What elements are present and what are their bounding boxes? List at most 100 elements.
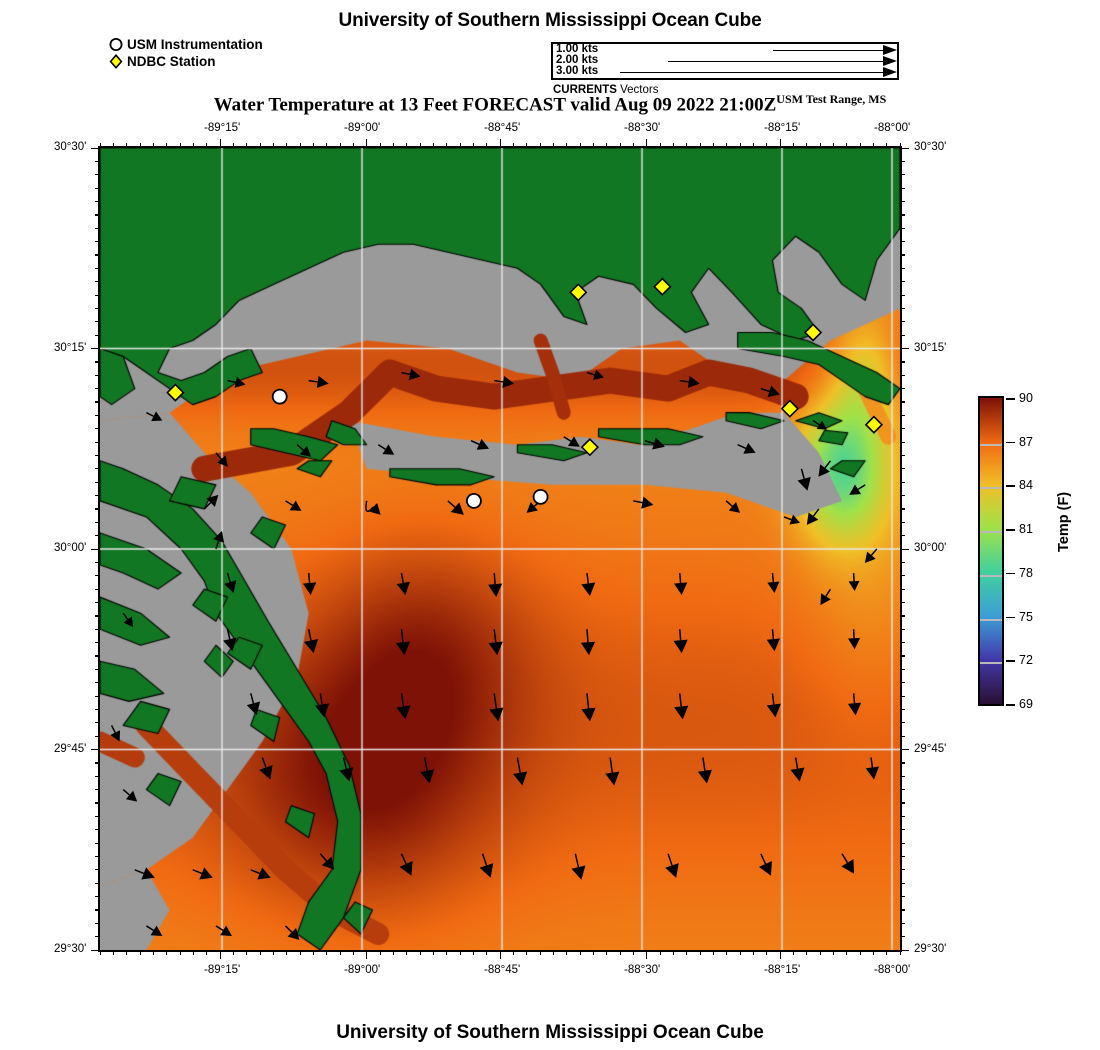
y-tick-left <box>95 695 100 697</box>
footer-title: University of Southern Mississippi Ocean… <box>336 1022 764 1043</box>
x-tick-bottom <box>499 950 501 959</box>
y-tick-left <box>91 147 100 149</box>
x-tick-top <box>99 143 101 148</box>
x-tick-top <box>779 139 781 148</box>
y-tick-right <box>900 468 905 470</box>
legend-label-usm-instrumentation: USM Instrumentation <box>127 37 263 52</box>
x-tick-bottom <box>552 950 555 955</box>
x-tick-top <box>286 143 288 148</box>
y-tick-left <box>95 227 100 229</box>
usm-instrumentation-marker[interactable] <box>466 492 482 509</box>
current-vector-arrow <box>227 376 246 388</box>
y-tick-left <box>95 535 100 537</box>
current-vector-arrow <box>673 572 688 596</box>
x-tick-top <box>312 143 315 148</box>
ndbc-station-marker[interactable] <box>803 323 823 342</box>
ndbc-station-marker[interactable] <box>569 283 588 302</box>
current-vector-arrow <box>758 853 772 876</box>
current-vector-arrow <box>122 612 134 628</box>
current-vector-arrow <box>571 853 586 880</box>
current-vector-arrow <box>285 500 302 511</box>
current-vector-arrow <box>396 693 411 720</box>
y-tick-left <box>95 334 100 336</box>
y-axis-label-right: 30°30' <box>914 141 947 153</box>
y-tick-left <box>95 454 100 457</box>
y-tick-right <box>900 829 905 831</box>
x-tick-top <box>272 143 275 148</box>
x-tick-top <box>392 143 395 148</box>
current-vector-arrow <box>365 500 381 515</box>
x-tick-bottom <box>126 950 128 955</box>
y-tick-left <box>95 561 100 564</box>
y-tick-left <box>95 187 100 189</box>
y-tick-left <box>95 575 100 577</box>
x-tick-bottom <box>112 950 115 955</box>
y-tick-left <box>95 401 100 403</box>
y-tick-right <box>900 588 905 590</box>
y-tick-left <box>95 668 100 670</box>
ndbc-station-marker[interactable] <box>780 399 799 418</box>
y-tick-left <box>91 548 100 550</box>
x-tick-bottom <box>832 950 835 955</box>
x-tick-top <box>152 143 155 148</box>
current-vector-arrow <box>487 572 503 598</box>
colorbar-tick-84 <box>1006 485 1015 487</box>
current-vector-arrow <box>420 757 435 784</box>
vector-shaft-3kts <box>620 72 883 73</box>
y-tick-right <box>900 842 905 844</box>
x-tick-bottom <box>752 950 755 955</box>
y-tick-left <box>95 855 100 858</box>
ndbc-station-marker[interactable] <box>166 383 185 402</box>
x-tick-bottom <box>659 950 661 955</box>
y-tick-right <box>900 922 905 924</box>
current-vector-arrow <box>864 548 878 563</box>
current-vector-arrow <box>790 757 805 782</box>
y-tick-left <box>95 842 100 844</box>
colorbar-gradient <box>980 398 1002 704</box>
ndbc-station-marker[interactable] <box>864 415 884 434</box>
y-tick-left <box>95 762 100 764</box>
map-plot-area[interactable] <box>98 146 902 952</box>
current-vector-arrow <box>812 420 828 430</box>
current-vector-arrow <box>848 573 860 592</box>
colorbar-tick-87 <box>1006 441 1015 444</box>
colorbar-tick-label-84: 84 <box>1019 478 1033 493</box>
x-tick-top <box>699 143 701 148</box>
y-tick-left <box>95 775 100 777</box>
current-vector-arrow <box>215 925 232 936</box>
current-vector-arrow <box>679 375 700 388</box>
x-tick-top <box>806 143 808 148</box>
x-tick-bottom <box>259 950 261 955</box>
x-tick-top <box>472 143 475 148</box>
y-tick-right <box>900 749 909 751</box>
y-tick-right <box>900 495 905 497</box>
current-vector-arrow <box>315 693 330 718</box>
current-vector-arrow <box>581 572 596 597</box>
colorbar-tick-label-78: 78 <box>1019 565 1033 580</box>
y-tick-right <box>900 241 905 243</box>
circle-marker-icon <box>108 36 124 53</box>
y-tick-right <box>900 682 905 684</box>
x-tick-top <box>859 143 861 148</box>
y-tick-left <box>95 936 100 938</box>
x-tick-bottom <box>819 950 821 955</box>
ndbc-station-marker[interactable] <box>653 277 672 296</box>
current-vector-arrow <box>849 484 866 495</box>
x-tick-bottom <box>806 950 808 955</box>
x-tick-top <box>246 143 248 148</box>
y-tick-left <box>95 909 100 911</box>
ndbc-station-marker[interactable] <box>580 438 599 457</box>
y-tick-right <box>900 896 905 898</box>
current-vector-arrow <box>395 629 411 656</box>
current-vector-arrow <box>806 508 820 525</box>
y-tick-right <box>900 388 905 390</box>
usm-instrumentation-marker[interactable] <box>271 388 288 405</box>
map-overlay-layer <box>110 277 884 940</box>
x-axis-label-top: -89°00' <box>344 122 381 134</box>
usm-instrumentation-marker[interactable] <box>532 488 549 505</box>
current-vector-arrow <box>377 444 395 455</box>
current-vector-arrow <box>399 853 413 876</box>
x-tick-top <box>459 143 461 148</box>
chart-subtitle-main: Water Temperature at 13 Feet FORECAST va… <box>213 94 777 116</box>
x-tick-bottom <box>792 950 795 955</box>
